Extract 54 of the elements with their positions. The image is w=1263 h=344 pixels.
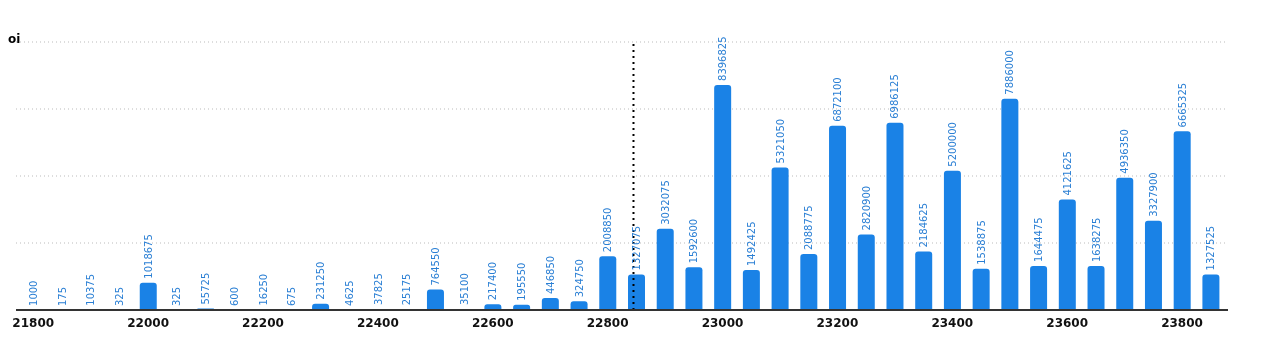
data-label: 2184625	[918, 202, 930, 248]
data-label: 7886000	[1004, 50, 1016, 95]
x-tick-label: 23800	[1161, 315, 1203, 330]
x-tick-label: 22000	[127, 315, 169, 330]
x-tick-label: 23600	[1046, 315, 1089, 330]
data-label: 6872100	[832, 77, 844, 122]
x-tick-label: 22200	[242, 315, 284, 330]
data-label: 324750	[573, 259, 585, 298]
data-label: 2088775	[803, 205, 815, 251]
data-label: 3032075	[659, 180, 671, 225]
data-label: 1492425	[745, 221, 757, 266]
data-label: 1644475	[1033, 217, 1045, 262]
data-label: 1638275	[1090, 217, 1102, 263]
data-label: 231250	[315, 261, 327, 300]
data-label: 2820900	[860, 185, 872, 231]
data-label: 217400	[487, 261, 499, 301]
data-label: 1000	[27, 280, 39, 306]
data-label: 1592600	[688, 218, 700, 264]
data-label: 5321050	[774, 118, 786, 164]
data-label: 6986125	[889, 74, 901, 119]
x-tick-label: 21800	[12, 315, 55, 330]
data-label: 675	[286, 286, 298, 306]
data-label: 446850	[544, 255, 556, 295]
x-tick-label: 23200	[816, 315, 859, 330]
x-tick-label: 22800	[586, 315, 629, 330]
data-label: 3327900	[1147, 172, 1159, 217]
data-label: 37825	[372, 273, 384, 305]
data-label: 4121625	[1061, 150, 1073, 196]
x-tick-label: 23400	[931, 315, 974, 330]
data-label: 1327525	[1205, 225, 1217, 271]
data-label: 6665325	[1176, 82, 1188, 128]
x-tick-label: 22400	[357, 315, 399, 330]
data-label: 195550	[516, 262, 528, 301]
data-label: 175	[56, 286, 68, 306]
data-label: 1538875	[975, 220, 987, 265]
data-label: 600	[228, 286, 240, 306]
data-label: 16250	[257, 273, 269, 306]
x-tick-label: 23000	[701, 315, 744, 330]
x-tick-label: 22600	[471, 315, 514, 330]
data-label: 10375	[85, 273, 97, 306]
data-label: 4936350	[1119, 129, 1131, 174]
data-label: 35100	[458, 273, 470, 306]
data-label: 325	[171, 286, 183, 306]
data-label: 1018675	[142, 234, 154, 279]
data-label: 4625	[343, 280, 355, 306]
data-label: 2008850	[602, 207, 614, 253]
data-label: 325	[114, 286, 126, 306]
data-label: 5200000	[946, 122, 958, 167]
y-axis-title: oi	[8, 32, 21, 46]
data-label: 1327075	[631, 225, 642, 271]
data-label: 8396825	[717, 36, 729, 81]
data-label: 764550	[429, 247, 441, 286]
data-label: 25175	[401, 273, 413, 306]
data-label: 55725	[200, 272, 212, 305]
